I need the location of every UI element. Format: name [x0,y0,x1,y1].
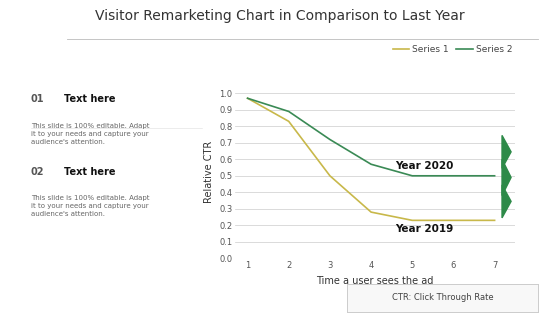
Line: Series 2: Series 2 [248,98,494,176]
Series 1 [244,96,251,100]
Series 2 [409,174,416,178]
Line: Series 1: Series 1 [248,98,494,220]
Series 1 [491,219,498,222]
Series 2 [450,174,457,178]
Text: Text here: Text here [64,167,116,177]
Y-axis label: Relative CTR: Relative CTR [204,140,213,203]
Series 2 [286,110,292,113]
Series 1 [326,174,333,178]
Series 2 [326,138,333,141]
X-axis label: Time a user sees the ad: Time a user sees the ad [316,276,434,286]
Text: Year 2020: Year 2020 [395,161,454,171]
Text: CTR: Click Through Rate: CTR: Click Through Rate [391,293,493,302]
Series 1 [409,219,416,222]
Polygon shape [502,135,511,169]
Series 1 [368,210,375,214]
Series 1 [450,219,457,222]
Series 1 [286,119,292,123]
Text: 02: 02 [31,167,44,177]
Polygon shape [502,159,511,196]
Series 2 [491,174,498,178]
Text: Year 2019: Year 2019 [395,224,454,234]
Polygon shape [502,185,511,218]
Text: Visitor Remarketing Chart in Comparison to Last Year: Visitor Remarketing Chart in Comparison … [95,9,465,23]
Legend: Series 1, Series 2: Series 1, Series 2 [389,41,516,57]
Text: This slide is 100% editable. Adapt
it to your needs and capture your
audience's : This slide is 100% editable. Adapt it to… [31,195,150,217]
Series 2 [368,162,375,166]
Text: 01: 01 [31,94,44,105]
Text: This slide is 100% editable. Adapt
it to your needs and capture your
audience's : This slide is 100% editable. Adapt it to… [31,123,150,145]
Series 2 [244,96,251,100]
Text: Text here: Text here [64,94,116,105]
